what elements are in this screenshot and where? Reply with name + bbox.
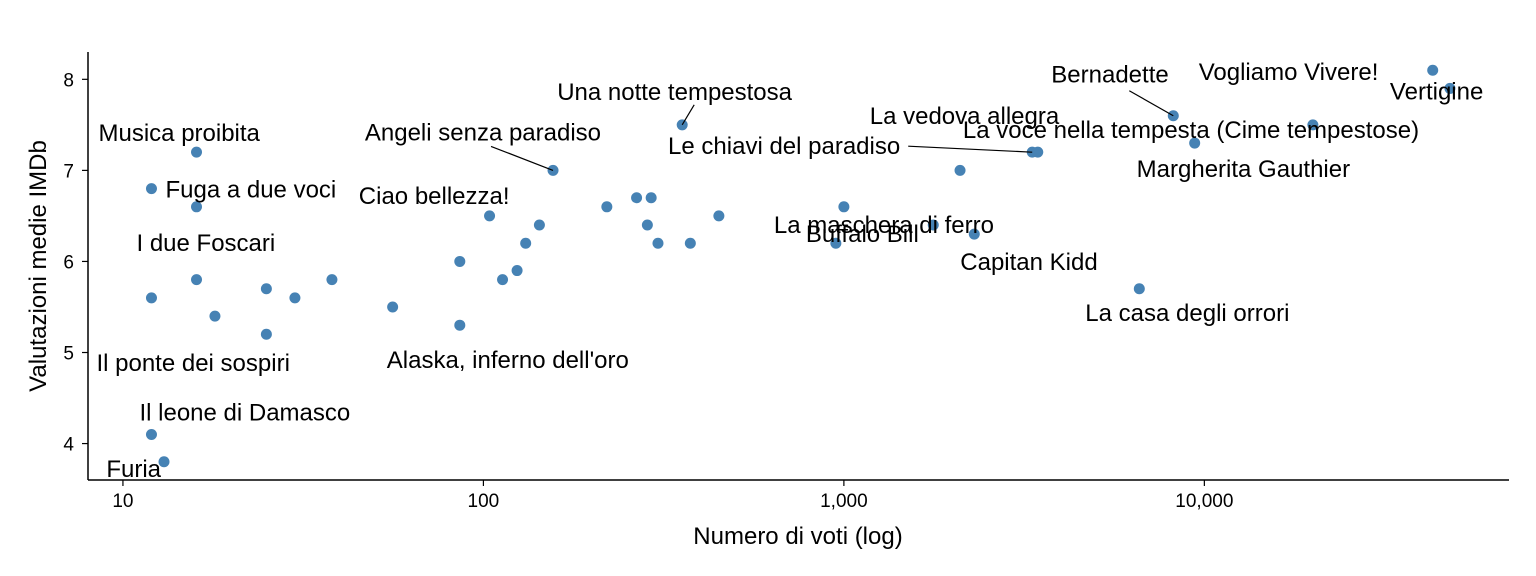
data-point <box>289 292 301 304</box>
data-point <box>1427 64 1439 76</box>
data-point <box>1032 146 1044 158</box>
y-tick-label: 8 <box>63 70 74 91</box>
data-point <box>497 274 509 286</box>
data-point <box>954 164 966 176</box>
label-connector <box>1128 90 1174 117</box>
point-label: Fuga a due voci <box>165 177 336 204</box>
data-point <box>191 201 203 213</box>
point-label: La voce nella tempesta (Cime tempestose) <box>963 117 1419 144</box>
data-point <box>1189 137 1201 149</box>
ticks: 10 100 1,000 10,000 4 5 6 7 8 <box>63 70 1233 512</box>
data-point <box>676 119 688 131</box>
data-point <box>145 292 157 304</box>
y-axis-title: Valutazioni medie IMDb <box>25 140 52 392</box>
data-point <box>454 319 466 331</box>
axes <box>87 52 1509 481</box>
y-tick-label: 5 <box>63 344 74 365</box>
data-point <box>145 428 157 440</box>
data-point <box>145 183 157 195</box>
point-label: Alaska, inferno dell'oro <box>387 347 629 374</box>
x-tick-label: 1,000 <box>820 491 868 512</box>
data-point <box>191 146 203 158</box>
point-label: I due Foscari <box>137 230 276 257</box>
point-label: Buffalo Bill <box>806 221 919 248</box>
data-point <box>927 219 939 231</box>
data-point <box>533 219 545 231</box>
label-connector <box>490 145 554 171</box>
y-tick-label: 4 <box>63 435 74 456</box>
data-point <box>484 210 496 222</box>
data-point <box>713 210 725 222</box>
point-label: La vedova allegra <box>870 103 1060 130</box>
data-point <box>158 456 170 468</box>
data-point <box>631 192 643 204</box>
point-label: Il leone di Damasco <box>139 399 350 426</box>
point-label: La casa degli orrori <box>1085 300 1289 327</box>
point-label: Una notte tempestosa <box>557 79 792 106</box>
label-connectors <box>490 90 1174 171</box>
point-label: Le chiavi del paradiso <box>668 133 900 160</box>
x-tick-label: 10 <box>112 491 133 512</box>
data-point <box>684 237 696 249</box>
point-label: Musica proibita <box>99 120 261 147</box>
data-point <box>209 310 221 322</box>
data-point <box>1444 82 1456 94</box>
label-connector <box>681 104 695 126</box>
x-axis-title: Numero di voti (log) <box>693 523 902 550</box>
data-point <box>191 274 203 286</box>
point-label: Margherita Gauthier <box>1137 156 1350 183</box>
y-tick-label: 6 <box>63 252 74 273</box>
point-label: Vertigine <box>1390 78 1483 105</box>
data-point <box>645 192 657 204</box>
point-label: La maschera di ferro <box>774 212 994 239</box>
data-point <box>520 237 532 249</box>
data-point <box>1307 119 1319 131</box>
point-label: Ciao bellezza! <box>359 183 510 210</box>
point-label: Capitan Kidd <box>960 249 1097 276</box>
data-point <box>326 274 338 286</box>
data-point <box>260 328 272 340</box>
y-tick-label: 7 <box>63 161 74 182</box>
x-tick-label: 10,000 <box>1175 491 1233 512</box>
data-point <box>387 301 399 313</box>
point-label: Furia <box>106 456 161 483</box>
point-labels: Furia Il leone di Damasco Il ponte dei sos… <box>96 59 1483 483</box>
data-point <box>652 237 664 249</box>
data-point <box>968 228 980 240</box>
data-point <box>260 283 272 295</box>
data-point <box>830 237 842 249</box>
points-layer <box>145 64 1456 468</box>
data-point <box>1133 283 1145 295</box>
data-point <box>838 201 850 213</box>
point-label: Vogliamo Vivere! <box>1199 59 1379 86</box>
data-point <box>641 219 653 231</box>
point-label: Bernadette <box>1051 62 1168 89</box>
data-point <box>601 201 613 213</box>
point-label: Angeli senza paradiso <box>365 119 601 146</box>
data-point <box>511 265 523 277</box>
label-connector <box>908 145 1033 153</box>
x-tick-label: 100 <box>468 491 500 512</box>
point-label: Il ponte dei sospiri <box>96 350 289 377</box>
data-point <box>454 255 466 267</box>
